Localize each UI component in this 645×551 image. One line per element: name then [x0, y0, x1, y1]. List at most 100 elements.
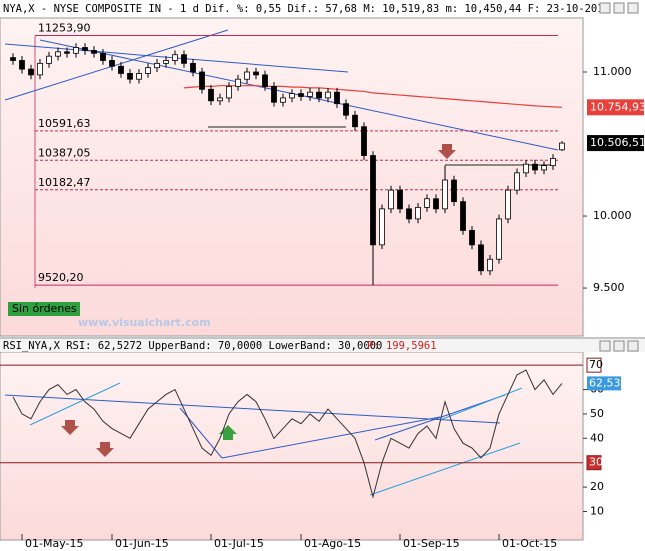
x-tick-label: 01-May-15: [25, 537, 83, 550]
candle-body: [424, 198, 430, 208]
button[interactable]: [599, 340, 611, 352]
button[interactable]: [627, 2, 639, 14]
candle-body: [82, 47, 88, 51]
candle-body: [478, 244, 484, 272]
candle-body: [154, 62, 160, 69]
candle-body: [316, 91, 322, 99]
x-tick-label: 01-Jul-15: [214, 537, 264, 550]
candle-body: [46, 55, 52, 64]
candle-body: [550, 158, 556, 167]
candle-body: [289, 93, 295, 99]
candle-body: [145, 67, 151, 74]
candle-body: [415, 206, 421, 220]
candle-body: [172, 54, 178, 61]
trendline: [4, 394, 501, 424]
status-box[interactable]: [8, 302, 80, 316]
current-label: 62,53: [589, 376, 621, 389]
candle-body: [280, 97, 286, 103]
candle-body: [127, 73, 133, 80]
candle-body: [100, 52, 106, 61]
candle-body: [397, 189, 403, 210]
button[interactable]: [613, 340, 625, 352]
level-label: 11253,90: [38, 21, 91, 34]
button[interactable]: [613, 2, 625, 14]
y-tick-label: 40: [590, 431, 604, 444]
candle-body: [460, 201, 466, 231]
status-text[interactable]: Sin órdenes: [12, 302, 77, 315]
candle-body: [532, 163, 538, 171]
rsi-header-bar: [0, 339, 645, 352]
down-arrow: [438, 144, 456, 159]
candle-body: [343, 103, 349, 116]
trendline: [4, 29, 229, 101]
candle-body: [190, 62, 196, 73]
candle-body: [514, 172, 520, 191]
down-arrow: [61, 420, 79, 435]
last-price-box: [587, 135, 644, 152]
button[interactable]: [599, 2, 611, 14]
rsi-plot: [0, 351, 584, 541]
button[interactable]: [627, 340, 639, 352]
rsi-title: RSI_NYA,X RSI: 62,5272 UpperBand: 70,000…: [3, 340, 382, 352]
window-buttons[interactable]: [599, 2, 639, 352]
candle-body: [163, 60, 169, 64]
candle-body: [370, 155, 376, 246]
band-label: 70: [589, 358, 603, 371]
rsi-line: [12, 369, 563, 499]
up-arrow: [219, 425, 237, 440]
candle-body: [181, 54, 187, 64]
level-label: 10387,05: [38, 146, 91, 159]
candle-body: [334, 91, 340, 105]
candle-body: [109, 60, 115, 67]
candle-body: [19, 60, 25, 70]
candle-body: [217, 97, 223, 102]
band-box: [586, 357, 602, 373]
level-label: 10182,47: [38, 176, 91, 189]
candle-body: [451, 179, 457, 203]
candle-body: [28, 68, 34, 76]
y-tick-label: 10.000: [593, 209, 632, 222]
y-tick-label: 50: [590, 407, 604, 420]
trendline: [369, 442, 521, 496]
candle-body: [73, 47, 79, 54]
watermark: www.visualchart.com: [78, 316, 211, 329]
candle-body: [496, 218, 502, 260]
candle-body: [55, 51, 61, 57]
candle-body: [559, 142, 565, 151]
x-tick-label: 01-Jun-15: [115, 537, 169, 550]
candle-body: [271, 86, 277, 103]
trendline: [29, 382, 121, 426]
x-tick-label: 01-Sep-15: [403, 537, 460, 550]
candle-body: [244, 71, 250, 80]
candle-body: [361, 126, 367, 156]
candle-body: [433, 198, 439, 210]
y-tick-label: 11.000: [593, 65, 632, 78]
candle-body: [208, 88, 214, 102]
moving-average: [183, 85, 563, 108]
candle-body: [541, 165, 547, 171]
candle-body: [379, 208, 385, 246]
ma-last-label: 10.754,93: [590, 100, 645, 113]
candle-body: [235, 78, 241, 87]
candle-body: [37, 62, 43, 76]
chart-title: NYA,X - NYSE COMPOSITE IN - 1 d Dif. %: …: [3, 3, 610, 15]
trendline: [374, 394, 506, 441]
y-tick-label: 20: [590, 480, 604, 493]
candle-body: [307, 91, 313, 97]
candle-body: [469, 230, 475, 246]
candle-body: [388, 189, 394, 210]
level-label: 9520,20: [38, 271, 84, 284]
down-arrow: [96, 442, 114, 457]
candle-body: [118, 65, 124, 74]
candle-body: [253, 71, 259, 76]
candle-body: [262, 74, 268, 87]
candle-body: [523, 163, 529, 174]
current-box: [587, 376, 621, 391]
signal-arrows: [61, 144, 456, 457]
candle-body: [91, 50, 97, 54]
ma-last-box: [587, 99, 644, 116]
candle-body: [487, 258, 493, 272]
band-label: 30: [589, 456, 603, 469]
